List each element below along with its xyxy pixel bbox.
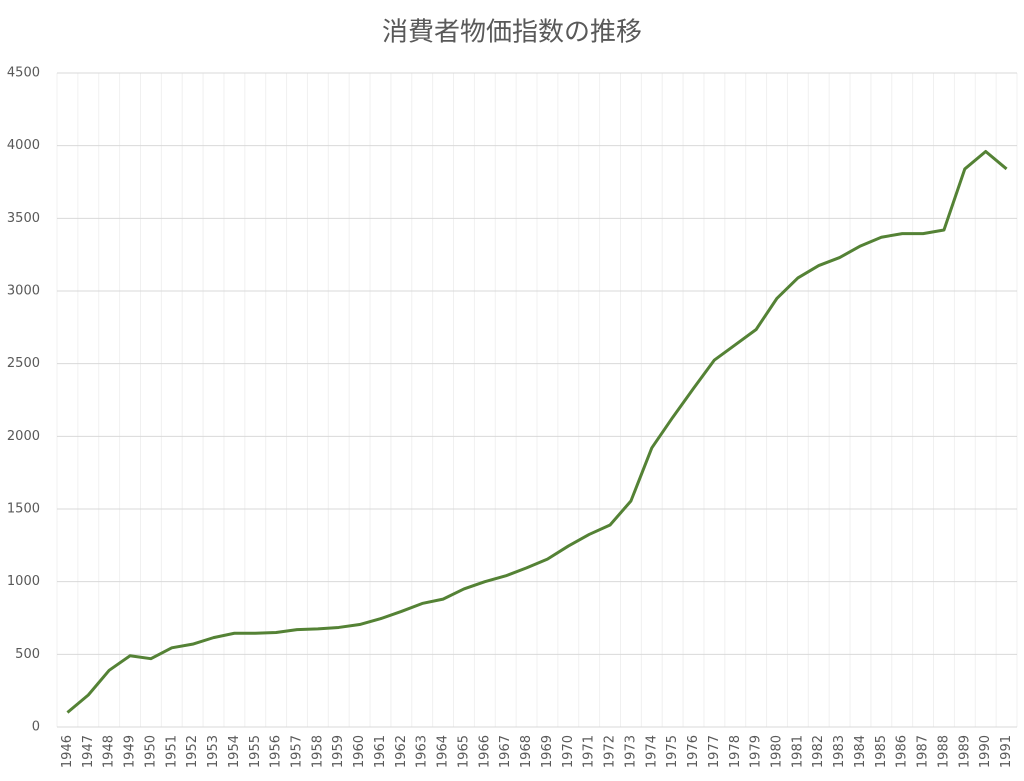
x-tick-label: 1966 bbox=[477, 735, 492, 768]
y-tick-label: 2000 bbox=[7, 429, 40, 444]
y-tick-label: 2500 bbox=[7, 356, 40, 371]
x-tick-label: 1953 bbox=[206, 735, 221, 768]
y-tick-label: 3500 bbox=[7, 211, 40, 226]
x-tick-label: 1946 bbox=[60, 735, 75, 768]
x-tick-label: 1958 bbox=[310, 735, 325, 768]
line-series bbox=[66, 149, 1008, 714]
x-tick-label: 1954 bbox=[227, 735, 242, 768]
x-tick-label: 1986 bbox=[895, 735, 910, 768]
x-tick-label: 1959 bbox=[331, 735, 346, 768]
x-tick-label: 1968 bbox=[519, 735, 534, 768]
y-tick-label: 500 bbox=[15, 647, 40, 662]
x-tick-label: 1967 bbox=[498, 735, 513, 768]
x-tick-label: 1981 bbox=[790, 735, 805, 768]
x-tick-label: 1982 bbox=[811, 735, 826, 768]
x-tick-label: 1970 bbox=[561, 735, 576, 768]
y-tick-label: 0 bbox=[32, 720, 40, 735]
x-tick-label: 1976 bbox=[686, 735, 701, 768]
x-tick-label: 1971 bbox=[582, 735, 597, 768]
x-tick-label: 1979 bbox=[749, 735, 764, 768]
x-tick-label: 1965 bbox=[456, 735, 471, 768]
x-tick-label: 1980 bbox=[770, 735, 785, 768]
x-tick-label: 1961 bbox=[373, 735, 388, 768]
x-tick-label: 1978 bbox=[728, 735, 743, 768]
x-tick-label: 1987 bbox=[916, 735, 931, 768]
x-tick-label: 1969 bbox=[540, 735, 555, 768]
x-tick-label: 1991 bbox=[999, 735, 1014, 768]
x-tick-label: 1947 bbox=[81, 735, 96, 768]
x-tick-label: 1972 bbox=[603, 735, 618, 768]
y-tick-label: 1500 bbox=[7, 502, 40, 517]
x-tick-label: 1983 bbox=[832, 735, 847, 768]
x-tick-label: 1952 bbox=[185, 735, 200, 768]
y-tick-label: 4000 bbox=[7, 138, 40, 153]
x-tick-label: 1989 bbox=[957, 735, 972, 768]
x-tick-label: 1950 bbox=[143, 735, 158, 768]
x-tick-label: 1957 bbox=[290, 735, 305, 768]
x-tick-label: 1963 bbox=[415, 735, 430, 768]
x-tick-label: 1948 bbox=[102, 735, 117, 768]
x-tick-label: 1977 bbox=[707, 735, 722, 768]
x-tick-label: 1964 bbox=[436, 735, 451, 768]
x-tick-label: 1985 bbox=[874, 735, 889, 768]
y-tick-label: 4500 bbox=[7, 66, 40, 81]
x-tick-label: 1956 bbox=[269, 735, 284, 768]
x-tick-label: 1955 bbox=[248, 735, 263, 768]
x-tick-label: 1962 bbox=[394, 735, 409, 768]
x-tick-label: 1973 bbox=[623, 735, 638, 768]
x-tick-label: 1975 bbox=[665, 735, 680, 768]
chart-title: 消費者物価指数の推移 bbox=[382, 18, 642, 48]
x-tick-label: 1974 bbox=[644, 735, 659, 768]
x-tick-label: 1949 bbox=[123, 735, 138, 768]
x-tick-label: 1960 bbox=[352, 735, 367, 768]
x-tick-label: 1951 bbox=[164, 735, 179, 768]
y-tick-label: 3000 bbox=[7, 284, 40, 299]
x-tick-label: 1990 bbox=[978, 735, 993, 768]
x-tick-label: 1988 bbox=[936, 735, 951, 768]
y-tick-label: 1000 bbox=[7, 574, 40, 589]
x-tick-label: 1984 bbox=[853, 735, 868, 768]
